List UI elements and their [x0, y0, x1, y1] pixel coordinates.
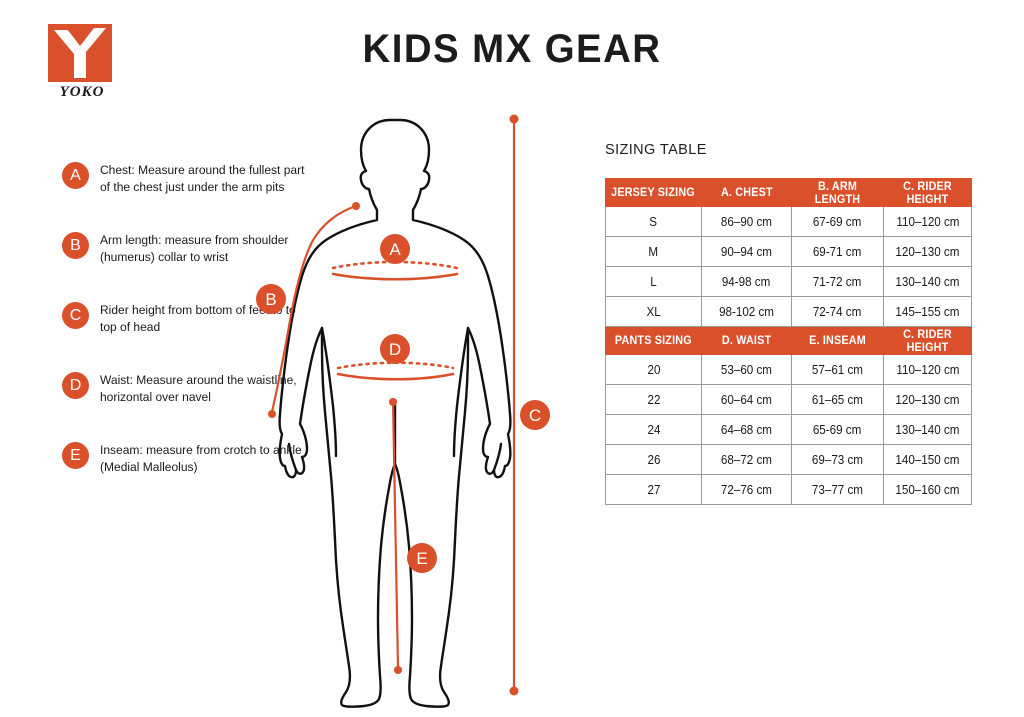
sizing-table-section: SIZING TABLE JERSEY SIZING A. CHEST B. A…: [605, 142, 972, 505]
jersey-header-cell-2: B. ARM LENGTH: [791, 178, 884, 207]
pants-header-row: PANTS SIZING D. WAIST E. INSEAM C. RIDER…: [605, 326, 972, 355]
legend-text-a: Chest: Measure around the fullest part o…: [100, 163, 305, 194]
legend-badge-a: A: [62, 162, 89, 189]
waist-band-indicator: [336, 361, 455, 381]
table-row: L 94-98 cm 71-72 cm 130–140 cm: [605, 266, 972, 297]
chest-band-indicator: [331, 260, 459, 281]
legend-item-d: D Waist: Measure around the waistline, h…: [62, 372, 314, 418]
table-row: S 86–90 cm 67-69 cm 110–120 cm: [605, 206, 972, 237]
figure-marker-b: B: [256, 284, 286, 314]
measurement-legend: A Chest: Measure around the fullest part…: [62, 162, 314, 512]
table-row: M 90–94 cm 69-71 cm 120–130 cm: [605, 236, 972, 267]
figure-marker-a: A: [380, 234, 410, 264]
legend-badge-c: C: [62, 302, 89, 329]
table-row: XL 98-102 cm 72-74 cm 145–155 cm: [605, 296, 972, 327]
body-outline-icon: [268, 114, 519, 708]
legend-badge-b: B: [62, 232, 89, 259]
figure-marker-d: D: [380, 334, 410, 364]
legend-item-c: C Rider height from bottom of feet to to…: [62, 302, 314, 348]
pants-header-cell-0: PANTS SIZING: [605, 326, 702, 355]
jersey-header-row: JERSEY SIZING A. CHEST B. ARM LENGTH C. …: [605, 178, 972, 207]
table-row: 22 60–64 cm 61–65 cm 120–130 cm: [605, 384, 972, 415]
legend-item-a: A Chest: Measure around the fullest part…: [62, 162, 314, 208]
arm-length-indicator: [268, 202, 360, 418]
legend-text-d: Waist: Measure around the waistline, hor…: [100, 373, 297, 404]
legend-text-b: Arm length: measure from shoulder (humer…: [100, 233, 289, 264]
sizing-table-caption: SIZING TABLE: [605, 142, 707, 158]
table-row: 20 53–60 cm 57–61 cm 110–120 cm: [605, 354, 972, 385]
table-row: 24 64–68 cm 65-69 cm 130–140 cm: [605, 414, 972, 445]
yoko-logo-icon: [48, 24, 112, 82]
jersey-header-cell-1: A. CHEST: [701, 178, 792, 207]
sizing-table: JERSEY SIZING A. CHEST B. ARM LENGTH C. …: [605, 178, 972, 505]
jersey-header-cell-3: C. RIDER HEIGHT: [883, 178, 972, 207]
legend-badge-e: E: [62, 442, 89, 469]
legend-badge-d: D: [62, 372, 89, 399]
pants-header-cell-2: E. INSEAM: [791, 326, 884, 355]
legend-item-e: E Inseam: measure from crotch to ankle (…: [62, 442, 314, 488]
page-title: KIDS MX GEAR: [362, 27, 662, 71]
figure-marker-e: E: [407, 543, 437, 573]
figure-marker-c: C: [520, 400, 550, 430]
pants-header-cell-1: D. WAIST: [701, 326, 792, 355]
jersey-header-cell-0: JERSEY SIZING: [605, 178, 702, 207]
yoko-logo: YOKO: [44, 24, 124, 102]
rider-height-indicator: [509, 114, 519, 696]
yoko-wordmark: YOKO: [59, 84, 105, 100]
pants-header-cell-3: C. RIDER HEIGHT: [883, 326, 972, 355]
legend-text-c: Rider height from bottom of feet to to t…: [100, 303, 296, 334]
body-diagram: A B C D E: [230, 100, 590, 710]
table-row: 27 72–76 cm 73–77 cm 150–160 cm: [605, 474, 972, 505]
legend-text-e: Inseam: measure from crotch to ankle (Me…: [100, 443, 302, 474]
legend-item-b: B Arm length: measure from shoulder (hum…: [62, 232, 314, 278]
inseam-indicator: [389, 398, 402, 674]
table-row: 26 68–72 cm 69–73 cm 140–150 cm: [605, 444, 972, 475]
